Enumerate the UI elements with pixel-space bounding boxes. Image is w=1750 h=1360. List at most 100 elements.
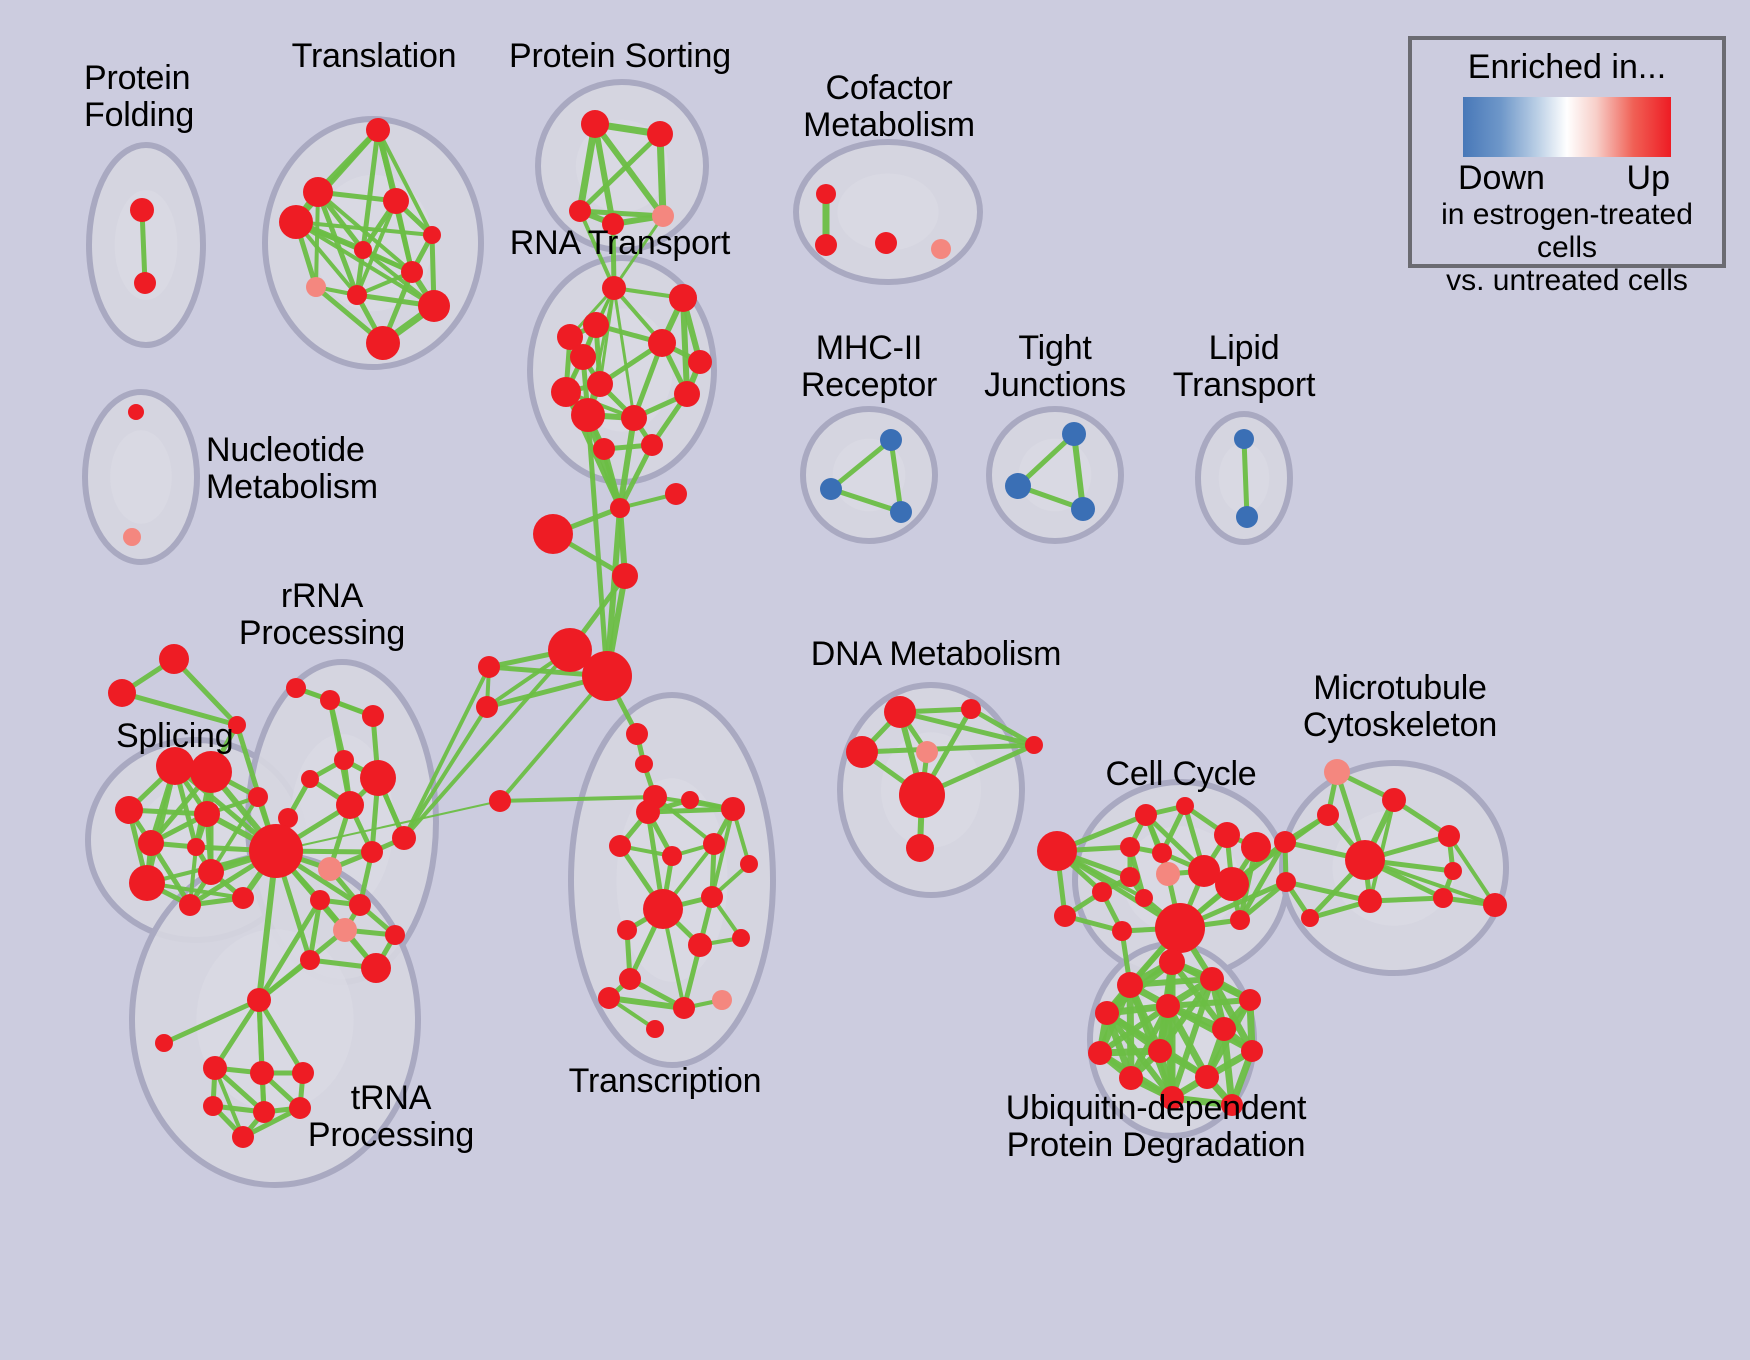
graph-node[interactable] [916,741,938,763]
graph-node[interactable] [1241,1040,1263,1062]
graph-node[interactable] [593,438,615,460]
graph-node[interactable] [128,404,144,420]
graph-node[interactable] [569,200,591,222]
graph-node[interactable] [612,563,638,589]
graph-node[interactable] [669,284,697,312]
graph-node[interactable] [701,886,723,908]
graph-node[interactable] [880,429,902,451]
graph-node[interactable] [688,350,712,374]
graph-node[interactable] [362,705,384,727]
graph-node[interactable] [652,205,674,227]
graph-node[interactable] [662,846,682,866]
graph-node[interactable] [129,865,165,901]
graph-node[interactable] [1215,867,1249,901]
graph-node[interactable] [1005,473,1031,499]
graph-node[interactable] [681,791,699,809]
graph-node[interactable] [179,894,201,916]
graph-node[interactable] [334,750,354,770]
graph-node[interactable] [289,1097,311,1119]
graph-node[interactable] [1433,888,1453,908]
graph-node[interactable] [489,790,511,812]
graph-node[interactable] [228,716,246,734]
graph-node[interactable] [602,213,624,235]
graph-node[interactable] [286,678,306,698]
graph-node[interactable] [1062,422,1086,446]
graph-node[interactable] [1071,497,1095,521]
graph-node[interactable] [138,830,164,856]
graph-node[interactable] [1156,994,1180,1018]
graph-node[interactable] [1119,1066,1143,1090]
graph-node[interactable] [570,344,596,370]
graph-node[interactable] [318,857,342,881]
graph-node[interactable] [815,234,837,256]
graph-node[interactable] [1120,837,1140,857]
graph-node[interactable] [194,801,220,827]
graph-node[interactable] [279,205,313,239]
graph-node[interactable] [1160,1086,1184,1110]
graph-node[interactable] [1214,822,1240,848]
graph-node[interactable] [333,918,357,942]
graph-node[interactable] [250,1061,274,1085]
graph-node[interactable] [674,381,700,407]
graph-node[interactable] [383,188,409,214]
graph-node[interactable] [418,290,450,322]
graph-node[interactable] [130,198,154,222]
graph-node[interactable] [203,1056,227,1080]
graph-node[interactable] [320,690,340,710]
graph-node[interactable] [647,121,673,147]
graph-node[interactable] [1230,910,1250,930]
graph-node[interactable] [1345,840,1385,880]
graph-node[interactable] [1037,831,1077,871]
graph-node[interactable] [115,796,143,824]
graph-node[interactable] [1156,862,1180,886]
graph-node[interactable] [712,990,732,1010]
graph-node[interactable] [548,628,592,672]
graph-node[interactable] [361,953,391,983]
graph-node[interactable] [1212,1017,1236,1041]
graph-node[interactable] [354,241,372,259]
graph-node[interactable] [931,239,951,259]
graph-node[interactable] [336,791,364,819]
graph-node[interactable] [310,890,330,910]
graph-node[interactable] [688,933,712,957]
graph-node[interactable] [636,800,660,824]
graph-node[interactable] [626,723,648,745]
graph-node[interactable] [1274,831,1296,853]
graph-node[interactable] [619,968,641,990]
graph-node[interactable] [673,997,695,1019]
graph-node[interactable] [361,841,383,863]
graph-node[interactable] [1221,1094,1243,1116]
graph-node[interactable] [571,398,605,432]
graph-node[interactable] [253,1101,275,1123]
graph-node[interactable] [347,285,367,305]
graph-node[interactable] [1120,867,1140,887]
graph-node[interactable] [190,751,232,793]
graph-node[interactable] [1483,893,1507,917]
graph-node[interactable] [401,261,423,283]
graph-node[interactable] [1324,759,1350,785]
graph-node[interactable] [248,787,268,807]
graph-node[interactable] [366,326,400,360]
graph-node[interactable] [646,1020,664,1038]
graph-node[interactable] [249,824,303,878]
graph-node[interactable] [292,1062,314,1084]
graph-node[interactable] [740,855,758,873]
graph-node[interactable] [1117,972,1143,998]
graph-node[interactable] [385,925,405,945]
graph-node[interactable] [366,118,390,142]
graph-node[interactable] [1088,1041,1112,1065]
graph-node[interactable] [1092,882,1112,902]
graph-node[interactable] [1112,921,1132,941]
graph-node[interactable] [648,329,676,357]
graph-node[interactable] [1200,967,1224,991]
graph-node[interactable] [1239,989,1261,1011]
graph-node[interactable] [159,644,189,674]
graph-node[interactable] [582,651,632,701]
graph-node[interactable] [1241,832,1271,862]
graph-node[interactable] [1188,855,1220,887]
graph-node[interactable] [1438,825,1460,847]
graph-node[interactable] [551,377,581,407]
graph-node[interactable] [360,760,396,796]
graph-node[interactable] [1152,843,1172,863]
graph-node[interactable] [423,226,441,244]
